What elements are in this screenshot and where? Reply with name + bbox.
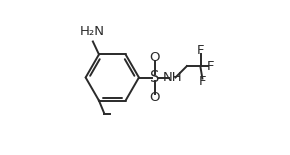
Text: O: O <box>150 51 160 64</box>
Text: F: F <box>199 75 206 88</box>
Text: F: F <box>197 44 204 57</box>
Text: O: O <box>150 91 160 104</box>
Text: NH: NH <box>163 71 182 84</box>
Text: F: F <box>207 60 214 73</box>
Text: H₂N: H₂N <box>79 25 105 38</box>
Text: S: S <box>150 70 160 85</box>
